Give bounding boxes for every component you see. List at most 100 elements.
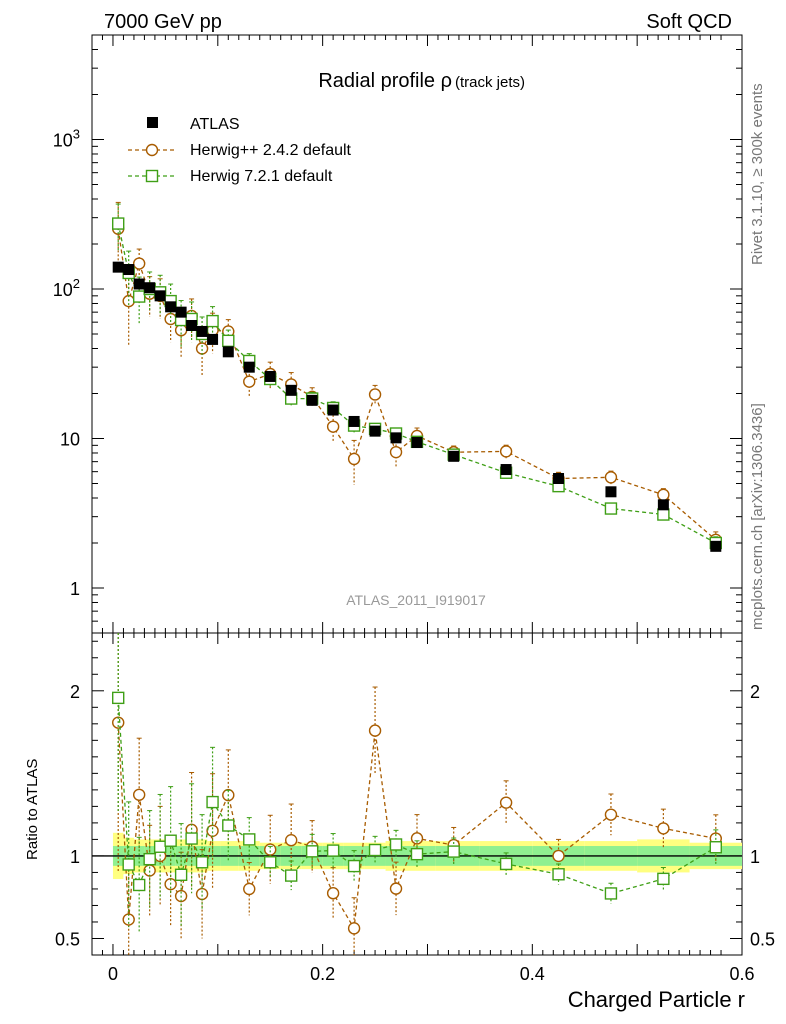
ratio-point [284,869,298,882]
ratio-tick-label: 1 [70,847,80,867]
legend-label-herwig7: Herwig 7.2.1 default [190,168,333,185]
ratio-point [499,857,513,871]
ratio-point [657,822,670,835]
ratio-point [410,832,424,845]
ratio-tick-label: 2 [70,682,80,702]
ratio-point [185,832,198,845]
ratio-axis-label: Ratio to ATLAS [24,759,41,860]
data-point [164,312,177,326]
legend-marker-herwigpp [145,143,159,157]
atlas-point [411,437,423,449]
y-tick-exponent: 2 [73,276,80,291]
legend-label-atlas: ATLAS [190,116,240,133]
ratio-point [305,845,319,858]
ratio-point [499,796,513,809]
data-point [132,257,146,270]
ratio-point [657,872,670,886]
ratio-point [243,833,256,846]
ratio-series-line [117,722,716,931]
data-point [499,445,513,458]
y-tick-label: 10 [60,429,80,449]
ratio-point [326,887,340,900]
ratio-point [347,859,361,873]
ratio-point [552,868,565,881]
ratio-point [410,847,424,861]
data-point [206,314,219,328]
atlas-point [448,450,460,462]
ratio-point [389,838,403,851]
atlas-point [222,346,234,358]
atlas-point [390,432,402,444]
ratio-point [264,843,277,856]
ratio-tick-label-right: 0.5 [750,929,775,949]
ratio-point [195,856,209,869]
data-point [195,342,209,355]
atlas-point [348,415,360,427]
x-tick-label: 0 [108,964,118,984]
atlas-point [327,404,339,416]
data-point [222,334,235,348]
atlas-point [369,425,381,437]
title-symbol: ρ [441,70,452,92]
data-point [243,375,256,388]
atlas-point [264,370,276,382]
ratio-point [122,858,135,871]
ratio-point [552,849,565,863]
data-point [326,420,340,433]
atlas-point [175,306,187,318]
atlas-point [123,264,135,276]
ratio-point [164,834,177,847]
chart-title: Radial profile ρ [318,70,452,92]
atlas-point [605,486,617,498]
atlas-point [196,325,208,337]
ratio-point [264,856,277,869]
y-tick-label: 102 [53,276,80,300]
y-tick-base: 10 [53,130,73,150]
x-tick-label: 0.2 [310,964,335,984]
atlas-point [243,361,255,373]
atlas-point [500,464,512,476]
ratio-tick-label: 0.5 [55,929,80,949]
ratio-point [132,788,146,801]
atlas-point [306,394,318,406]
y-tick-exponent: 3 [73,126,80,141]
data-point [604,502,618,515]
ratio-point [112,691,125,705]
legend-label-herwigpp: Herwig++ 2.4.2 default [190,142,352,159]
data-point [389,445,403,459]
atlas-point [186,319,198,331]
data-point [657,488,670,502]
series-line [117,228,717,541]
atlas-point [285,384,297,396]
title-subscript: (track jets) [455,74,525,91]
ratio-tick-label-right: 2 [750,682,760,702]
x-axis-label: Charged Particle r [568,987,745,1012]
ratio-point [368,724,382,737]
data-point [112,217,125,230]
ratio-point [243,882,256,896]
rivet-version-label: Rivet 3.1.10, ≥ 300k events [749,83,766,265]
data-point [347,452,361,466]
atlas-point [112,261,124,273]
ratio-point [222,819,235,832]
title-main: Radial profile [318,70,435,92]
ratio-point [604,887,618,900]
data-point [132,290,146,303]
ratio-point [153,840,167,853]
atlas-point [553,473,565,485]
atlas-point [144,282,156,294]
data-point [604,471,618,484]
x-tick-label: 0.6 [729,964,754,984]
ratio-point [604,808,618,821]
atlas-point [657,499,669,511]
ratio-point [368,843,382,857]
atlas-point [165,301,177,313]
category-label: Soft QCD [646,11,732,33]
ratio-point [174,868,188,881]
ratio-plot-frame [91,632,743,956]
legend-marker-atlas [147,117,158,128]
data-points [112,201,722,955]
ratio-point [389,882,403,895]
ratio-point [143,852,156,866]
